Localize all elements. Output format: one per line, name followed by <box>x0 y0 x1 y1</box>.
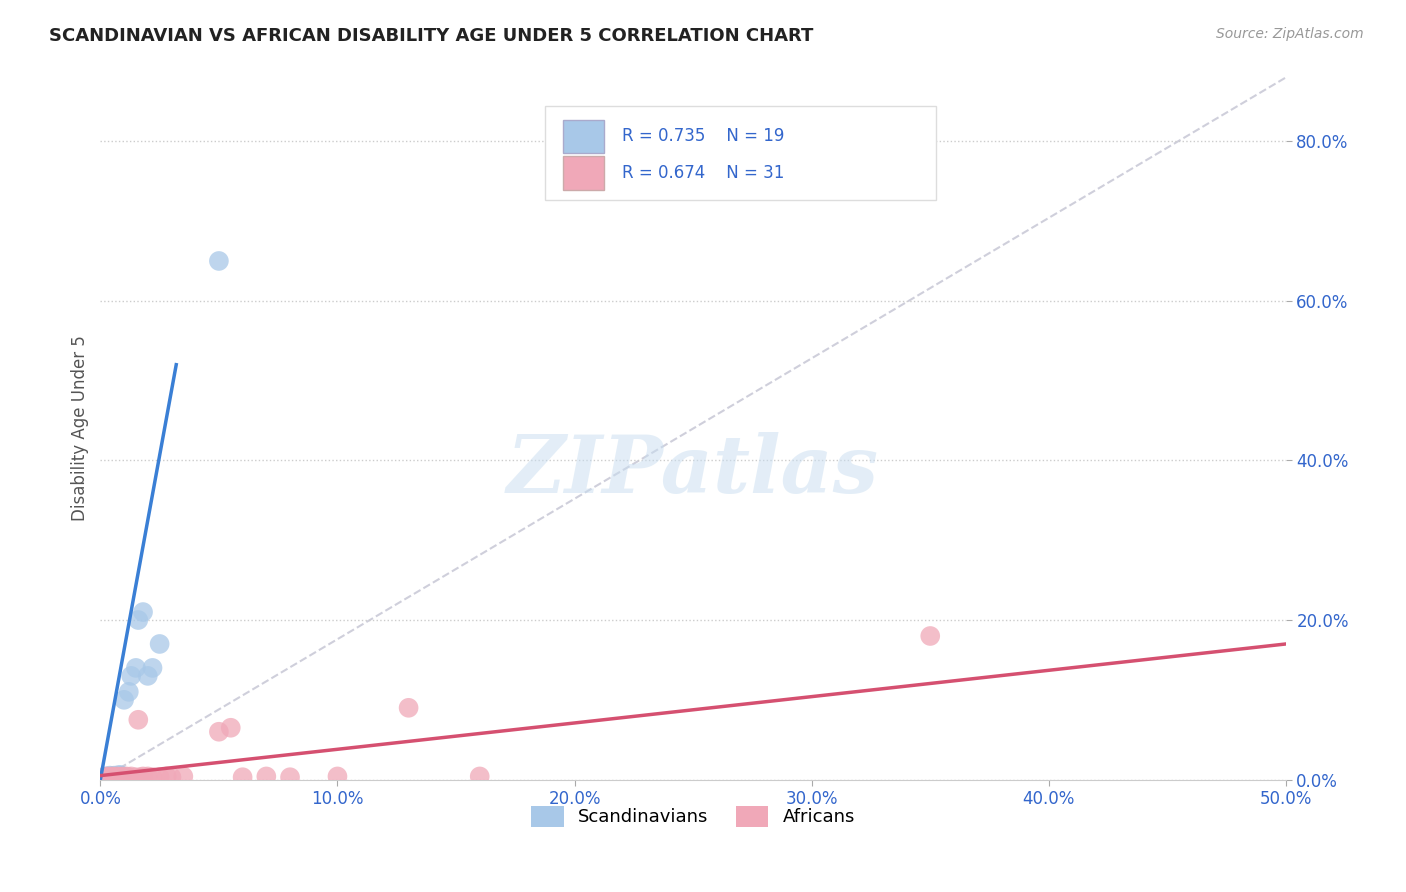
Point <box>149 770 172 784</box>
Point <box>105 769 128 783</box>
Text: R = 0.674    N = 31: R = 0.674 N = 31 <box>621 164 785 182</box>
Point <box>96 769 118 783</box>
Point <box>94 769 117 783</box>
Point <box>232 770 254 784</box>
Legend: Scandinavians, Africans: Scandinavians, Africans <box>524 798 862 834</box>
Point <box>278 770 301 784</box>
Point <box>129 770 152 784</box>
Point <box>101 769 124 783</box>
Point <box>398 700 420 714</box>
FancyBboxPatch shape <box>546 105 936 201</box>
Point <box>108 768 131 782</box>
Point <box>132 605 155 619</box>
Point <box>219 721 242 735</box>
Point <box>920 629 942 643</box>
Point <box>103 769 125 783</box>
Point <box>326 769 349 783</box>
Point <box>141 661 163 675</box>
Point <box>115 769 138 783</box>
Point <box>125 661 148 675</box>
Point <box>120 669 142 683</box>
Text: Source: ZipAtlas.com: Source: ZipAtlas.com <box>1216 27 1364 41</box>
Point <box>172 769 194 783</box>
Text: SCANDINAVIAN VS AFRICAN DISABILITY AGE UNDER 5 CORRELATION CHART: SCANDINAVIAN VS AFRICAN DISABILITY AGE U… <box>49 27 814 45</box>
Point <box>112 693 135 707</box>
Point <box>98 770 121 784</box>
Point <box>132 769 155 783</box>
Text: R = 0.735    N = 19: R = 0.735 N = 19 <box>621 128 785 145</box>
Bar <box>562 156 605 190</box>
Point <box>127 613 149 627</box>
Point <box>141 770 163 784</box>
Point <box>254 769 277 783</box>
Point <box>468 769 491 783</box>
Point <box>111 769 134 783</box>
Point <box>136 669 159 683</box>
Point <box>118 685 141 699</box>
Point <box>136 769 159 783</box>
Point <box>103 770 125 784</box>
Point <box>156 769 179 783</box>
Text: ZIPatlas: ZIPatlas <box>508 432 879 509</box>
Point <box>101 770 124 784</box>
Point <box>120 769 142 783</box>
Y-axis label: Disability Age Under 5: Disability Age Under 5 <box>72 335 89 522</box>
Point <box>118 770 141 784</box>
Point <box>105 769 128 783</box>
Point <box>96 770 118 784</box>
Point <box>101 769 124 783</box>
Point <box>98 769 121 783</box>
Point <box>94 770 117 784</box>
Bar <box>562 120 605 153</box>
Point <box>108 770 131 784</box>
Point <box>208 724 231 739</box>
Point <box>208 254 231 268</box>
Point <box>112 770 135 784</box>
Point <box>149 637 172 651</box>
Point <box>127 713 149 727</box>
Point <box>125 770 148 784</box>
Point <box>111 769 134 783</box>
Point <box>160 770 183 784</box>
